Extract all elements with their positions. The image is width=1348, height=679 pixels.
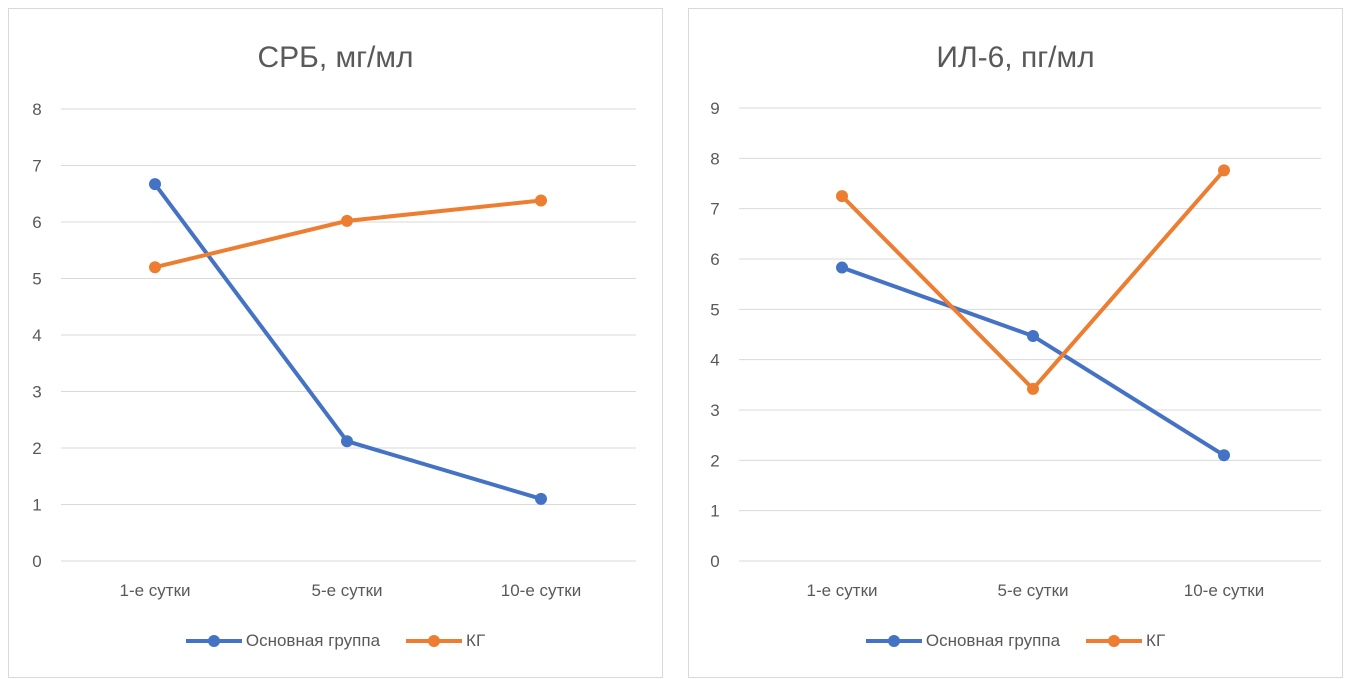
y-tick-label: 0: [32, 552, 41, 571]
y-tick-label: 1: [32, 496, 41, 515]
y-tick-label: 5: [32, 270, 41, 289]
data-point-main-group: [836, 261, 848, 274]
crp-chart-plot: 0 1 2 3 4 5 6 7 8 1-е сутки 5-е сутки 10-е сутки: [32, 100, 636, 600]
y-tick-label: 3: [32, 383, 41, 402]
legend-marker-orange: [406, 635, 463, 647]
y-tick-label: 2: [710, 451, 719, 470]
il6-chart: 0 1 2 3 4 5 6 7 8 9 1-е сутки 5-е сутки 10-е сутки И…: [688, 8, 1343, 678]
y-tick-label: 9: [710, 99, 719, 118]
x-tick-label: 1-е сутки: [806, 581, 877, 600]
legend-label: КГ: [466, 631, 486, 650]
legend-entry-control-group: КГ: [406, 631, 485, 651]
series-line-control-group: [840, 169, 1226, 391]
legend-marker-blue: [865, 635, 922, 647]
legend-label: Основная группа: [245, 631, 381, 650]
y-tick-label: 8: [710, 149, 719, 168]
legend-label: Основная группа: [925, 631, 1061, 650]
series-line-main-group: [153, 182, 542, 501]
chart-legend: Основная группа КГ: [689, 631, 1342, 651]
data-point-control-group: [1218, 164, 1230, 177]
il6-chart-plot: 0 1 2 3 4 5 6 7 8 9 1-е сутки 5-е сутки 10-е сутки: [710, 99, 1321, 600]
x-tick-label: 5-е сутки: [997, 581, 1068, 600]
y-tick-label: 5: [710, 300, 719, 319]
y-tick-label: 4: [32, 326, 41, 345]
y-tick-label: 2: [32, 439, 41, 458]
chart-title: СРБ, мг/мл: [257, 41, 414, 74]
y-tick-label: 7: [710, 200, 719, 219]
y-tick-label: 0: [710, 552, 719, 571]
legend-entry-main-group: Основная группа: [185, 631, 381, 651]
data-point-main-group: [341, 435, 353, 448]
x-tick-label: 1-е сутки: [119, 581, 190, 600]
data-point-main-group: [535, 492, 547, 505]
x-tick-label: 5-е сутки: [311, 581, 382, 600]
legend-entry-control-group: КГ: [1086, 631, 1165, 651]
series-line-control-group: [154, 198, 542, 270]
legend-label: КГ: [1146, 631, 1166, 650]
data-point-control-group: [341, 214, 353, 227]
y-tick-label: 8: [32, 100, 41, 119]
chart-title: ИЛ-6, пг/мл: [936, 41, 1095, 74]
legend-entry-main-group: Основная группа: [865, 631, 1061, 651]
x-tick-label: 10-е сутки: [501, 581, 581, 600]
data-point-main-group: [1027, 330, 1039, 343]
data-point-control-group: [149, 261, 161, 274]
data-point-control-group: [535, 194, 547, 207]
data-point-main-group: [1218, 449, 1230, 462]
x-tick-label: 10-е сутки: [1184, 581, 1264, 600]
y-tick-label: 3: [710, 401, 719, 420]
series-line-main-group: [841, 265, 1226, 457]
y-tick-label: 4: [710, 351, 719, 370]
data-point-control-group: [836, 190, 848, 203]
y-tick-label: 7: [32, 157, 41, 176]
data-point-main-group: [149, 178, 161, 191]
y-tick-label: 1: [710, 502, 719, 521]
crp-chart: 0 1 2 3 4 5 6 7 8 1-е сутки 5-е сутки 10-е сутки СР…: [8, 8, 663, 678]
legend-marker-orange: [1086, 635, 1143, 647]
y-tick-label: 6: [710, 250, 719, 269]
legend-marker-blue: [185, 635, 242, 647]
chart-legend: Основная группа КГ: [9, 631, 662, 651]
data-point-control-group: [1027, 382, 1039, 395]
y-tick-label: 6: [32, 213, 41, 232]
